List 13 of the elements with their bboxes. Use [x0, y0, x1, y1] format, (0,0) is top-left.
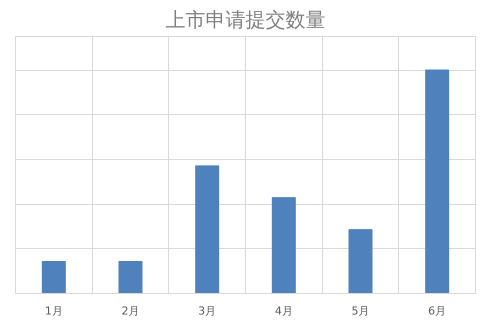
bar: [42, 261, 66, 294]
x-tick-label: 5月: [352, 304, 370, 318]
x-tick-label: 3月: [198, 304, 216, 318]
x-tick-label: 6月: [428, 304, 446, 318]
x-tick-label: 4月: [274, 304, 293, 318]
bar: [272, 197, 296, 294]
chart-title: 上市申请提交数量: [166, 8, 326, 32]
bar: [348, 229, 372, 294]
bar: [118, 261, 142, 294]
x-tick-label: 1月: [44, 304, 63, 318]
bar: [195, 165, 220, 294]
x-tick-label: 2月: [122, 304, 140, 318]
bar: [425, 70, 450, 294]
